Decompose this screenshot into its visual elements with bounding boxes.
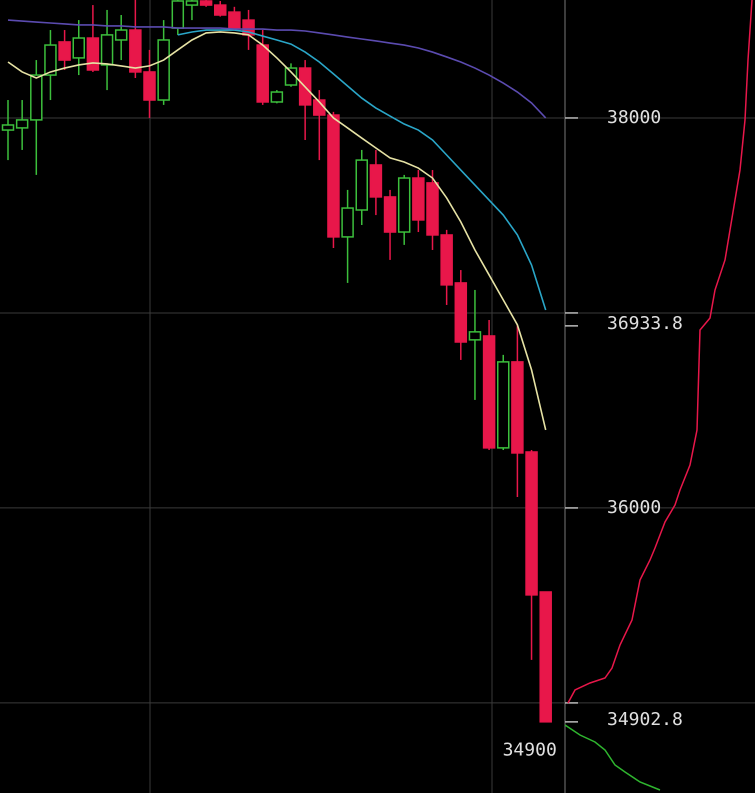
candle-body [58,41,71,61]
candle-body [199,0,213,6]
price-label: 34902.8 [607,709,683,730]
depth-asks [567,0,753,704]
candle-body [355,159,368,211]
candle-body [511,361,524,454]
candle-body [185,0,199,6]
candle-body [341,207,354,238]
candle-body [171,0,185,29]
candle-body [15,119,29,129]
plot [1,0,552,723]
candle-body [157,39,170,101]
candle-body [426,182,439,236]
candle-body [482,335,496,449]
candle-body [114,29,128,41]
candle-body [468,331,482,341]
depth-bids [564,724,661,791]
price-label: 36933.8 [607,313,683,334]
candle-body [30,74,43,121]
candle-body [72,37,85,59]
candle-body [539,591,552,723]
candle-body [454,282,468,343]
candle-body [86,37,100,71]
candle-body [129,29,142,73]
moving-average [7,31,547,431]
candle-body [100,34,114,66]
low-label: 34900 [503,739,557,760]
candle-body [369,164,383,198]
candle-body [397,177,411,233]
candle-body [228,11,241,29]
moving-average [177,29,547,311]
candle-body [44,44,57,76]
candle-body [525,451,538,596]
moving-average [7,19,547,119]
candle-body [440,234,453,286]
candle-body [497,361,510,449]
y-tick-label: 38000 [607,107,661,128]
axis-labels: 38000 36000 36933.8 34902.8 34900 [503,107,683,760]
candle-body [327,114,340,238]
candle-body [1,124,15,131]
candle-body [284,67,298,86]
grid [0,117,755,704]
y-tick-label: 36000 [607,497,661,518]
candle-body [383,196,397,233]
candle-body [256,44,269,103]
candle-body [214,4,227,16]
candle-body [143,71,156,101]
candle-body [412,177,425,221]
candle-body [270,91,284,103]
